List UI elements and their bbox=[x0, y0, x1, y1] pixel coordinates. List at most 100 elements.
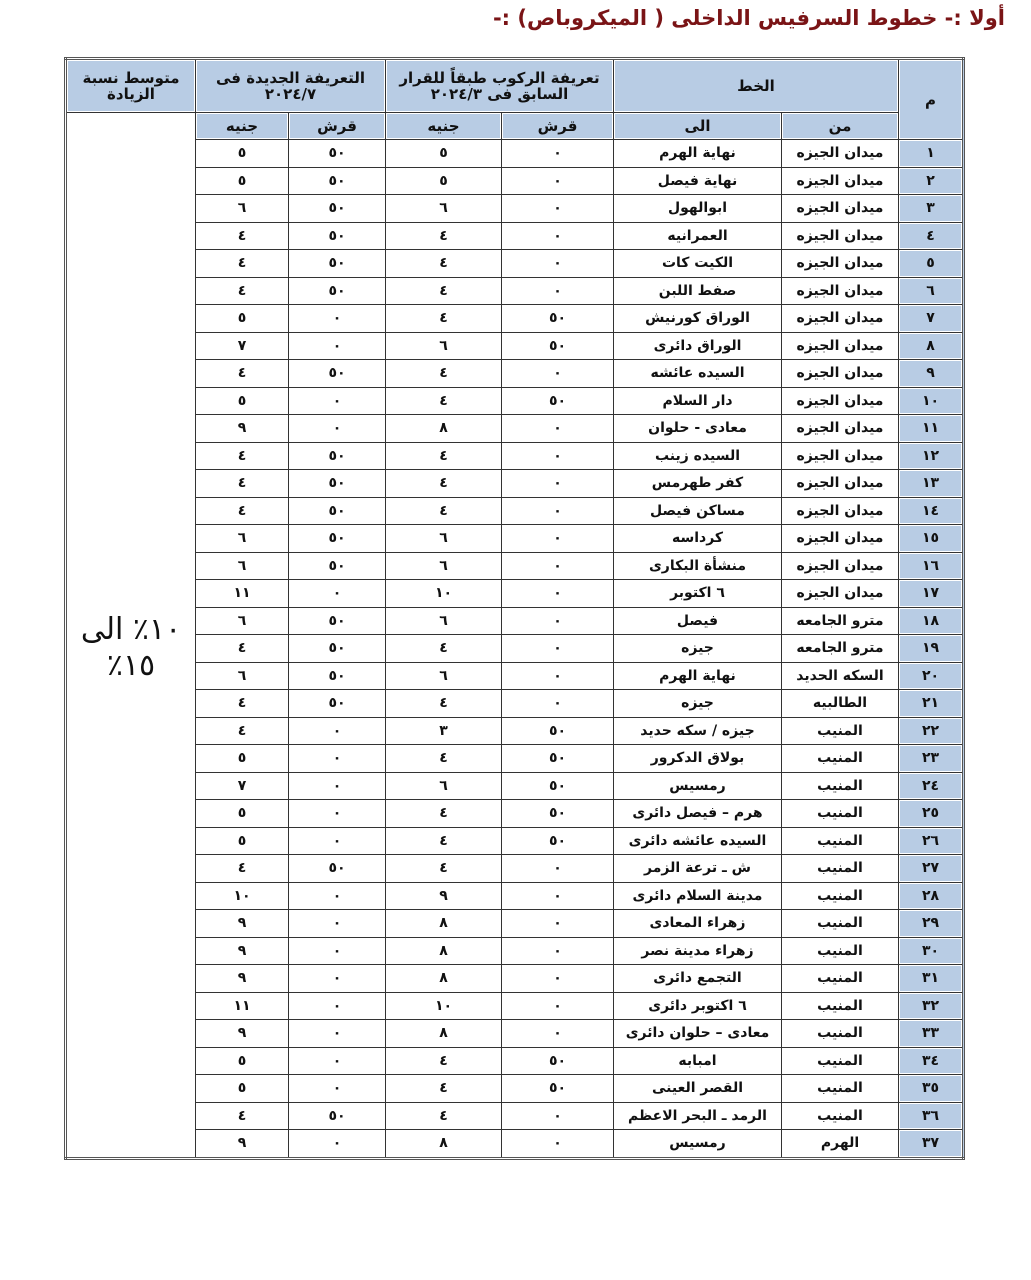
old-piaster-cell: ٠ bbox=[501, 441, 614, 470]
to-cell: فيصل bbox=[613, 606, 782, 635]
from-cell: المنيب bbox=[781, 1101, 899, 1130]
from-cell: المنيب bbox=[781, 716, 899, 745]
new-pound-cell: ٥ bbox=[195, 166, 289, 195]
new-piaster-cell: ٠ bbox=[288, 1129, 386, 1159]
from-cell: المنيب bbox=[781, 936, 899, 965]
new-pound-cell: ٤ bbox=[195, 689, 289, 718]
old-pound-cell: ٤ bbox=[385, 826, 502, 855]
old-piaster-cell: ٠ bbox=[501, 194, 614, 223]
header-from: من bbox=[781, 112, 899, 140]
row-number: ١٥ bbox=[898, 524, 964, 553]
from-cell: مترو الجامعه bbox=[781, 606, 899, 635]
from-cell: المنيب bbox=[781, 826, 899, 855]
old-pound-cell: ٦ bbox=[385, 194, 502, 223]
from-cell: المنيب bbox=[781, 799, 899, 828]
row-number: ٢٣ bbox=[898, 744, 964, 773]
new-pound-cell: ٥ bbox=[195, 386, 289, 415]
old-pound-cell: ٤ bbox=[385, 221, 502, 250]
new-piaster-cell: ٠ bbox=[288, 414, 386, 443]
table-row: ٣٥ المنيب القصر العينى ٥٠ ٤ ٠ ٥ bbox=[66, 1074, 964, 1103]
new-pound-cell: ٦ bbox=[195, 551, 289, 580]
from-cell: المنيب bbox=[781, 909, 899, 938]
old-pound-cell: ٤ bbox=[385, 276, 502, 305]
old-piaster-cell: ٥٠ bbox=[501, 826, 614, 855]
old-piaster-cell: ٠ bbox=[501, 221, 614, 250]
to-cell: السيده عائشه دائرى bbox=[613, 826, 782, 855]
header-new-fare: التعريفة الجديدة فى ٢٠٢٤/٧ bbox=[195, 58, 386, 113]
new-pound-cell: ٦ bbox=[195, 661, 289, 690]
new-pound-cell: ٥ bbox=[195, 139, 289, 168]
table-row: ٣٤ المنيب امبابه ٥٠ ٤ ٠ ٥ bbox=[66, 1046, 964, 1075]
from-cell: السكه الحديد bbox=[781, 661, 899, 690]
old-piaster-cell: ٠ bbox=[501, 606, 614, 635]
from-cell: ميدان الجيزه bbox=[781, 166, 899, 195]
table-row: ٣٣ المنيب معادى – حلوان دائرى ٠ ٨ ٠ ٩ bbox=[66, 1019, 964, 1048]
old-piaster-cell: ٠ bbox=[501, 1129, 614, 1159]
from-cell: المنيب bbox=[781, 771, 899, 800]
row-number: ٣٠ bbox=[898, 936, 964, 965]
new-pound-cell: ٧ bbox=[195, 331, 289, 360]
table-row: ٣٢ المنيب ٦ اكتوبر دائرى ٠ ١٠ ٠ ١١ bbox=[66, 991, 964, 1020]
from-cell: المنيب bbox=[781, 1074, 899, 1103]
to-cell: رمسيس bbox=[613, 1129, 782, 1159]
new-piaster-cell: ٠ bbox=[288, 331, 386, 360]
avg-increase-value: ١٠٪ الى ١٥٪ bbox=[65, 139, 196, 1159]
row-number: ١٠ bbox=[898, 386, 964, 415]
new-pound-cell: ٤ bbox=[195, 359, 289, 388]
new-piaster-cell: ٥٠ bbox=[288, 689, 386, 718]
old-piaster-cell: ٠ bbox=[501, 139, 614, 168]
from-cell: الهرم bbox=[781, 1129, 899, 1159]
to-cell: جيزه / سكه حديد bbox=[613, 716, 782, 745]
from-cell: مترو الجامعه bbox=[781, 634, 899, 663]
to-cell: الوراق دائرى bbox=[613, 331, 782, 360]
old-piaster-cell: ٠ bbox=[501, 634, 614, 663]
old-pound-cell: ٨ bbox=[385, 1129, 502, 1159]
old-pound-cell: ٥ bbox=[385, 139, 502, 168]
new-piaster-cell: ٠ bbox=[288, 304, 386, 333]
row-number: ٣٧ bbox=[898, 1129, 964, 1159]
row-number: ٢٤ bbox=[898, 771, 964, 800]
old-piaster-cell: ٠ bbox=[501, 524, 614, 553]
row-number: ٦ bbox=[898, 276, 964, 305]
new-piaster-cell: ٥٠ bbox=[288, 551, 386, 580]
new-piaster-cell: ٥٠ bbox=[288, 496, 386, 525]
from-cell: ميدان الجيزه bbox=[781, 359, 899, 388]
old-pound-cell: ٦ bbox=[385, 524, 502, 553]
from-cell: ميدان الجيزه bbox=[781, 414, 899, 443]
new-piaster-cell: ٥٠ bbox=[288, 221, 386, 250]
table-row: ٢١ الطالبيه جيزه ٠ ٤ ٥٠ ٤ bbox=[66, 689, 964, 718]
old-pound-cell: ٤ bbox=[385, 441, 502, 470]
old-pound-cell: ٤ bbox=[385, 1074, 502, 1103]
to-cell: نهاية الهرم bbox=[613, 139, 782, 168]
row-number: ٢ bbox=[898, 166, 964, 195]
old-pound-cell: ٤ bbox=[385, 469, 502, 498]
new-piaster-cell: ٥٠ bbox=[288, 524, 386, 553]
row-number: ١ bbox=[898, 139, 964, 168]
to-cell: الوراق كورنيش bbox=[613, 304, 782, 333]
row-number: ١٢ bbox=[898, 441, 964, 470]
row-number: ٨ bbox=[898, 331, 964, 360]
new-piaster-cell: ٥٠ bbox=[288, 469, 386, 498]
row-number: ٩ bbox=[898, 359, 964, 388]
to-cell: التجمع دائرى bbox=[613, 964, 782, 993]
old-pound-cell: ٤ bbox=[385, 799, 502, 828]
row-number: ١١ bbox=[898, 414, 964, 443]
old-pound-cell: ٤ bbox=[385, 744, 502, 773]
new-pound-cell: ٧ bbox=[195, 771, 289, 800]
table-row: ٦ ميدان الجيزه صفط اللبن ٠ ٤ ٥٠ ٤ bbox=[66, 276, 964, 305]
from-cell: ميدان الجيزه bbox=[781, 496, 899, 525]
row-number: ٣ bbox=[898, 194, 964, 223]
old-pound-cell: ٥ bbox=[385, 166, 502, 195]
table-row: ٢٨ المنيب مدينة السلام دائرى ٠ ٩ ٠ ١٠ bbox=[66, 881, 964, 910]
row-number: ٢٧ bbox=[898, 854, 964, 883]
table-row: ٣٠ المنيب زهراء مدينة نصر ٠ ٨ ٠ ٩ bbox=[66, 936, 964, 965]
fare-table: م الخط تعريفة الركوب طبقاً للقرار السابق… bbox=[64, 57, 965, 1160]
to-cell: كفر طهرمس bbox=[613, 469, 782, 498]
old-pound-cell: ٤ bbox=[385, 854, 502, 883]
from-cell: ميدان الجيزه bbox=[781, 551, 899, 580]
table-row: ١١ ميدان الجيزه معادى - حلوان ٠ ٨ ٠ ٩ bbox=[66, 414, 964, 443]
new-pound-cell: ٦ bbox=[195, 606, 289, 635]
new-piaster-cell: ٠ bbox=[288, 1046, 386, 1075]
table-row: ١٧ ميدان الجيزه ٦ اكتوبر ٠ ١٠ ٠ ١١ bbox=[66, 579, 964, 608]
old-piaster-cell: ٠ bbox=[501, 936, 614, 965]
